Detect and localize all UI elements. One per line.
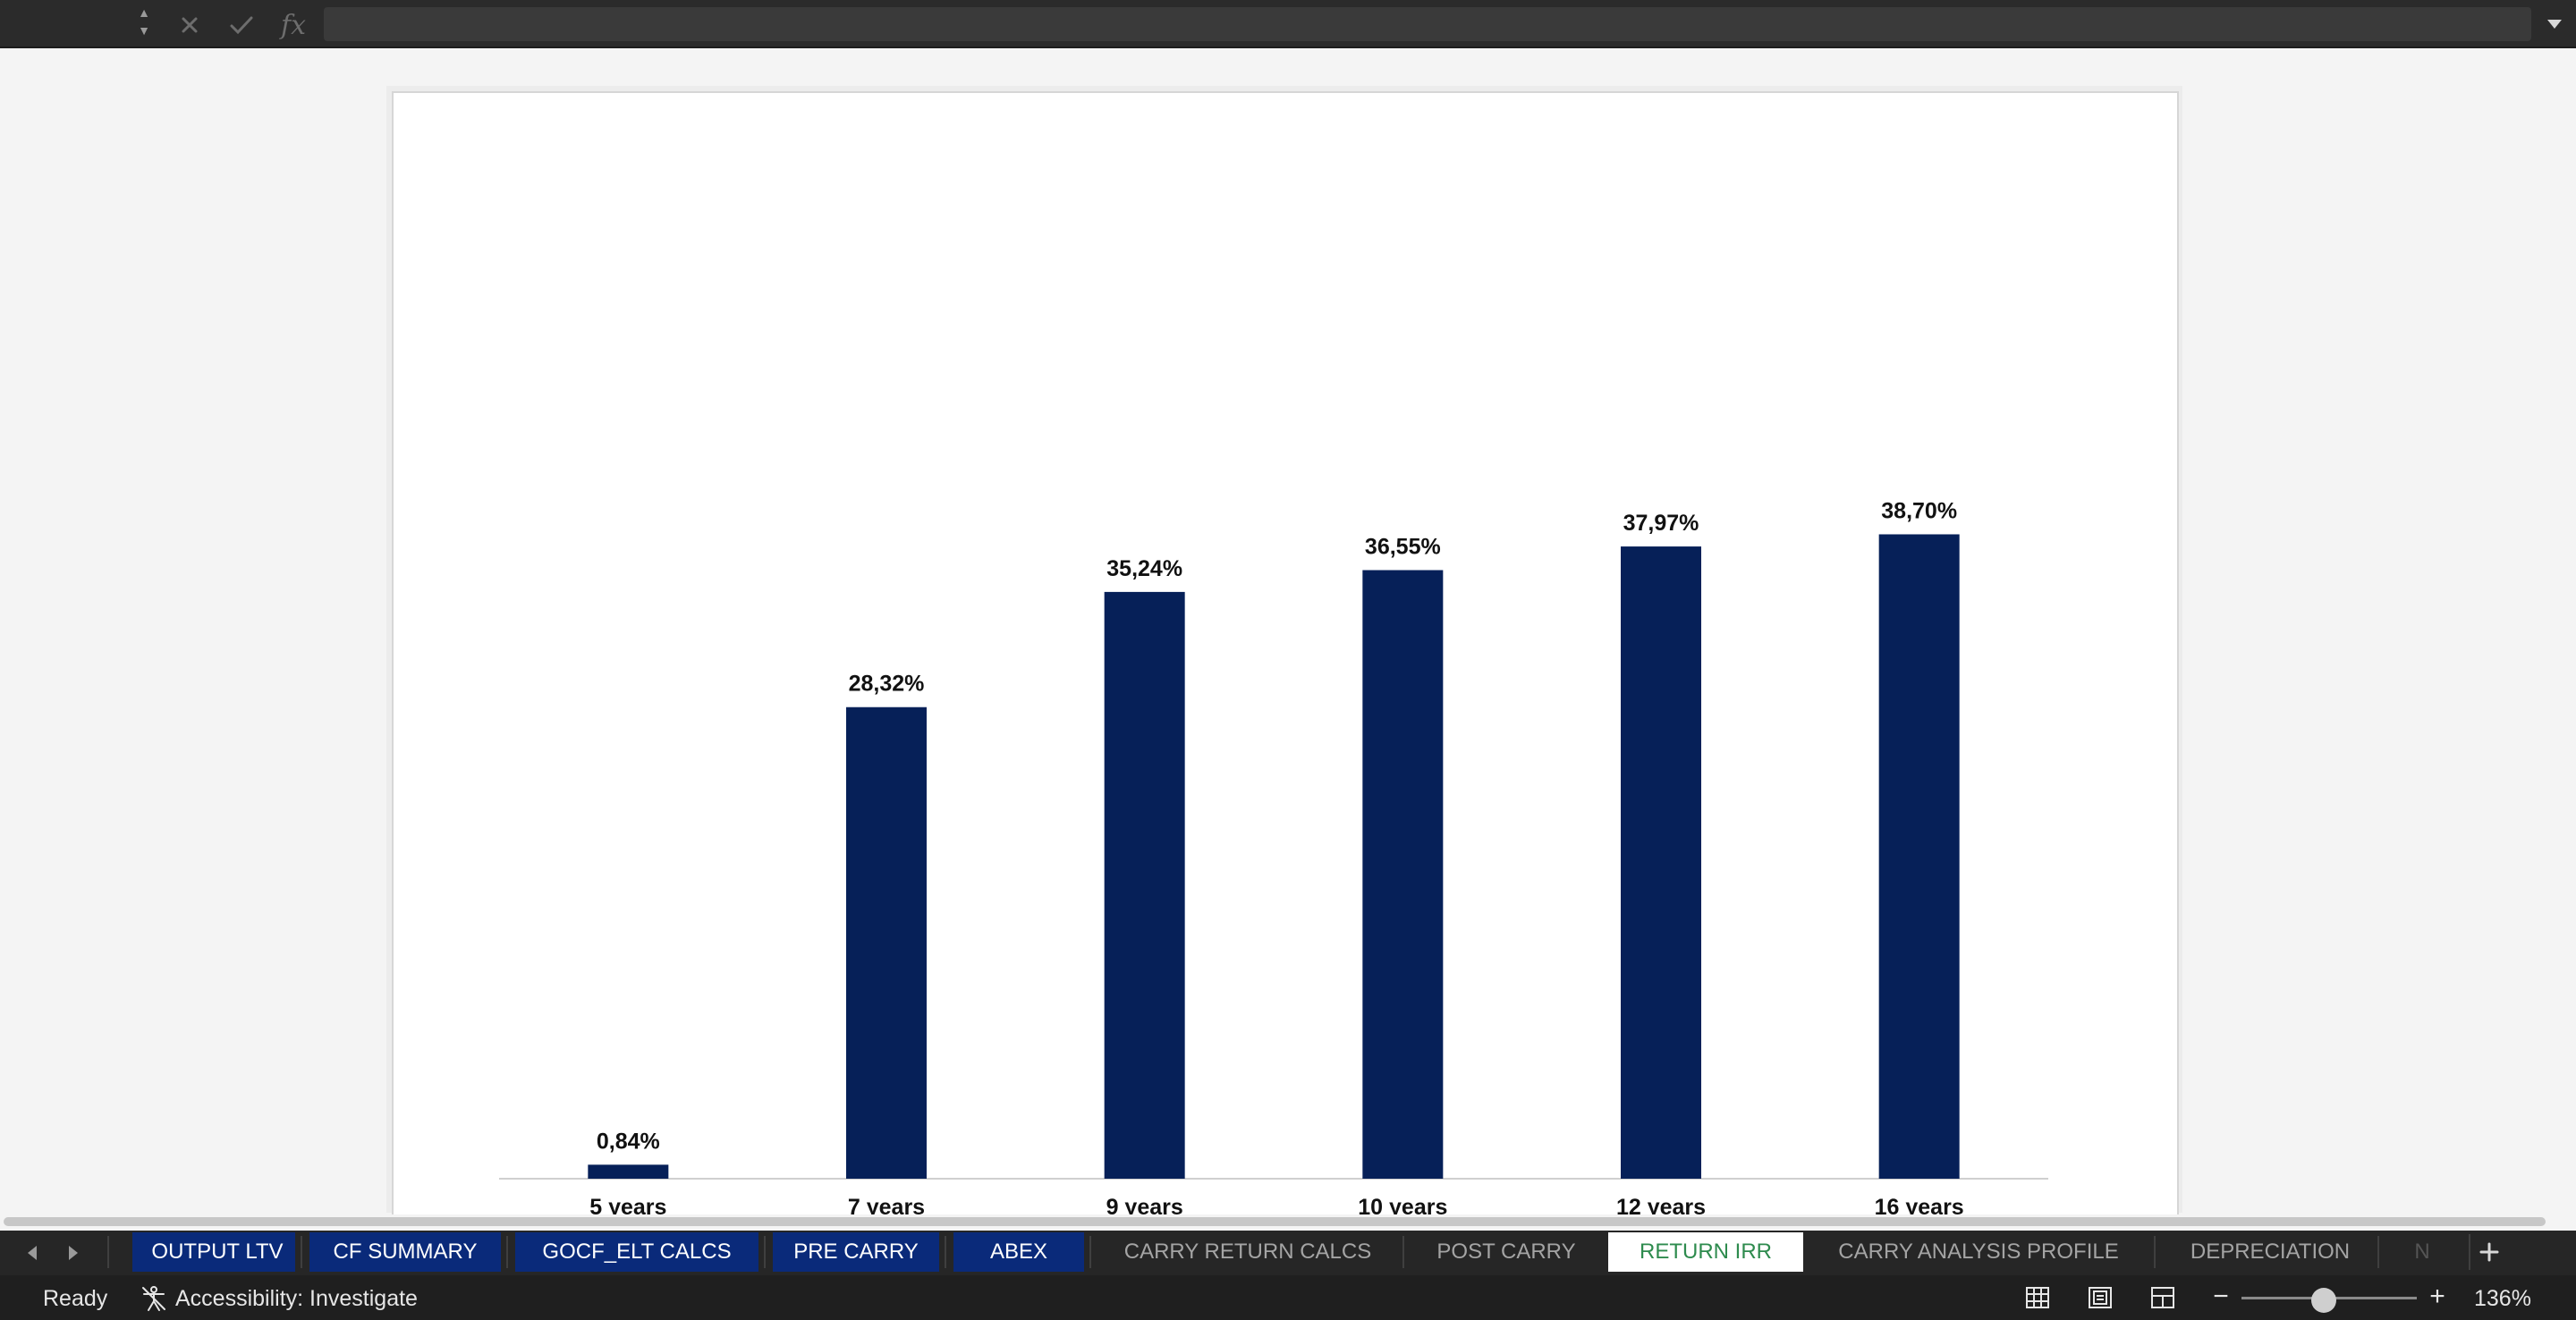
tab-return-irr[interactable]: RETURN IRR (1608, 1232, 1803, 1272)
tab-post-carry[interactable]: POST CARRY (1436, 1240, 1576, 1264)
zoom-slider-thumb[interactable] (2311, 1288, 2337, 1313)
zoom-level[interactable]: 136% (2474, 1286, 2531, 1311)
name-box[interactable] (0, 4, 134, 43)
worksheet-grid[interactable]: 0,84% 5 years 28,32% 7 years 35,24% 9 years 36… (0, 50, 2576, 1220)
page-layout-view-icon[interactable] (2084, 1284, 2116, 1311)
status-bar: Ready Accessibility: Investigate − + 136… (0, 1275, 2576, 1320)
tab-separator (107, 1236, 109, 1268)
tab-cf-summary[interactable]: CF SUMMARY (309, 1232, 501, 1272)
expand-formula-bar-icon[interactable] (2538, 11, 2571, 38)
tab-separator (2377, 1236, 2379, 1268)
name-box-dropdown-icon[interactable]: ▲ ▼ (138, 5, 150, 38)
insert-function-icon[interactable]: fx (280, 9, 307, 41)
tab-pre-carry[interactable]: PRE CARRY (773, 1232, 939, 1272)
zoom-in-button[interactable]: + (2429, 1282, 2445, 1311)
bar-10-years[interactable] (1362, 570, 1444, 1179)
data-label: 35,24% (1106, 556, 1182, 581)
data-label: 28,32% (849, 672, 925, 697)
bar-9-years[interactable] (1104, 591, 1185, 1179)
data-label: 36,55% (1365, 535, 1441, 560)
tab-gocf-elt-calcs[interactable]: GOCF_ELT CALCS (515, 1232, 758, 1272)
tab-separator (1089, 1236, 1091, 1268)
tab-carry-return-calcs[interactable]: CARRY RETURN CALCS (1123, 1240, 1372, 1264)
formula-bar: ▲ ▼ fx (0, 0, 2576, 48)
horizontal-scrollbar[interactable] (0, 1214, 2576, 1229)
irr-bar-chart[interactable]: 0,84% 5 years 28,32% 7 years 35,24% 9 years 36… (392, 91, 2179, 1220)
normal-view-icon[interactable] (2021, 1284, 2054, 1311)
tab-separator (1402, 1236, 1404, 1268)
tab-separator (506, 1236, 508, 1268)
tab-truncated[interactable]: N (2414, 1240, 2430, 1264)
tab-separator (2154, 1236, 2156, 1268)
bar-12-years[interactable] (1621, 546, 1701, 1179)
tab-separator (301, 1236, 302, 1268)
bar-7-years[interactable] (846, 707, 927, 1179)
tab-depreciation[interactable]: DEPRECIATION (2190, 1240, 2351, 1264)
horizontal-scrollbar-thumb[interactable] (4, 1217, 2546, 1226)
tab-output-ltv[interactable]: OUTPUT LTV (132, 1232, 295, 1272)
sheet-tabs-bar: OUTPUT LTV CF SUMMARY GOCF_ELT CALCS PRE… (0, 1231, 2576, 1275)
page-break-view-icon[interactable] (2147, 1284, 2179, 1311)
accessibility-label: Accessibility: Investigate (175, 1285, 418, 1311)
data-label: 37,97% (1623, 511, 1699, 536)
zoom-out-button[interactable]: − (2213, 1282, 2229, 1311)
accessibility-icon (142, 1286, 165, 1311)
formula-input[interactable] (324, 7, 2531, 41)
data-label: 0,84% (597, 1129, 660, 1154)
tab-abex[interactable]: ABEX (953, 1232, 1084, 1272)
accessibility-checker[interactable]: Accessibility: Investigate (140, 1284, 418, 1313)
tab-carry-analysis-profile[interactable]: CARRY ANALYSIS PROFILE (1838, 1240, 2119, 1264)
previous-sheet-icon[interactable] (16, 1238, 48, 1268)
next-sheet-icon[interactable] (57, 1238, 89, 1268)
tab-separator (945, 1236, 946, 1268)
tab-separator (764, 1236, 766, 1268)
add-sheet-icon[interactable] (2469, 1234, 2508, 1270)
status-ready: Ready (43, 1286, 108, 1311)
enter-check-icon[interactable] (222, 7, 261, 43)
cancel-icon[interactable] (170, 7, 209, 43)
data-label: 38,70% (1881, 498, 1957, 523)
bar-16-years[interactable] (1878, 534, 1960, 1179)
bar-5-years[interactable] (588, 1164, 669, 1179)
